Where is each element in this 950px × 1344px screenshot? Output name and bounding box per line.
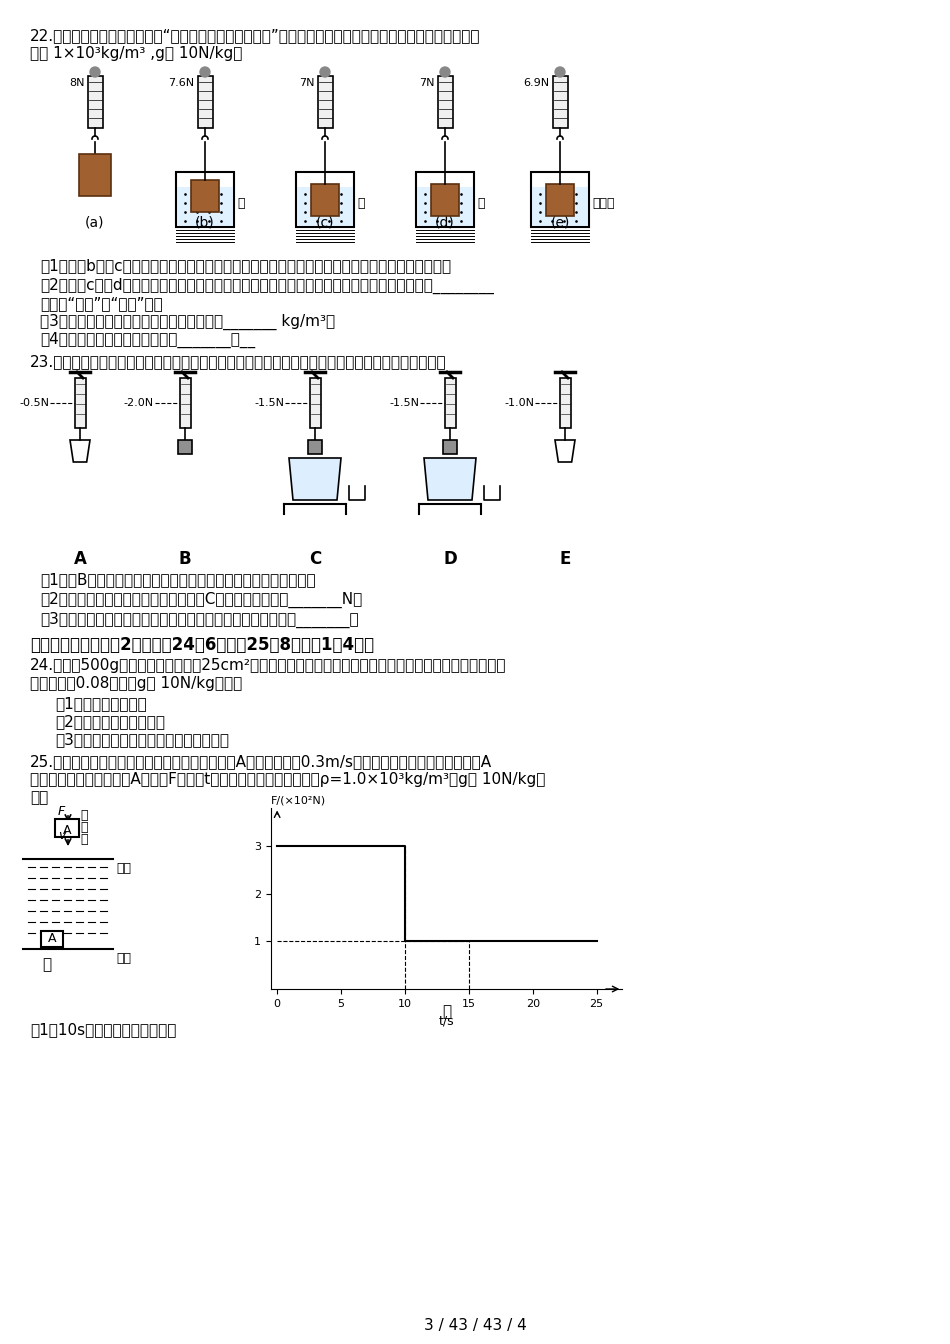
Circle shape [90, 67, 100, 77]
Text: -1.0N: -1.0N [504, 398, 534, 409]
Bar [180, 378, 191, 427]
Text: -0.5N: -0.5N [19, 398, 49, 409]
Text: -1.5N: -1.5N [254, 398, 284, 409]
Text: （3）该同学做完实验总结出浮力跟它排开液体所受重力的关系_______。: （3）该同学做完实验总结出浮力跟它排开液体所受重力的关系_______。 [40, 612, 359, 628]
Text: F/(×10²N): F/(×10²N) [271, 796, 326, 805]
Text: 7.6N: 7.6N [168, 78, 195, 87]
Text: 甲: 甲 [43, 957, 51, 972]
Bar [177, 187, 233, 226]
Text: v: v [58, 829, 66, 841]
Bar [532, 187, 588, 226]
Text: 22.某同学按如下图的步骤进行“探究影响浮力大小的因素”的实验，每次弹簧测力计的示数如下图。〔水的密: 22.某同学按如下图的步骤进行“探究影响浮力大小的因素”的实验，每次弹簧测力计的… [30, 28, 481, 43]
Bar [560, 378, 571, 427]
Text: (a): (a) [86, 216, 104, 230]
Text: 四、综合题〔该题共2小题，第24頄6分，第25頄8分，共1刓4分〕: 四、综合题〔该题共2小题，第24頄6分，第25頄8分，共1刓4分〕 [30, 636, 374, 655]
Text: 下降到水底之前锂缆绳对A的拉力F随时间t变化的图象〔取水的密度为ρ=1.0×10³kg/m³，g取 10N/kg〕: 下降到水底之前锂缆绳对A的拉力F随时间t变化的图象〔取水的密度为ρ=1.0×10… [30, 771, 545, 788]
Text: 乙: 乙 [442, 1004, 451, 1019]
Bar [438, 77, 452, 128]
Text: (d): (d) [435, 216, 455, 230]
Circle shape [320, 67, 330, 77]
Bar [553, 77, 567, 128]
Text: （1）10s内长方体下降的高度。: （1）10s内长方体下降的高度。 [30, 1021, 177, 1038]
Text: 8N: 8N [69, 78, 85, 87]
Text: 锂: 锂 [80, 809, 87, 823]
Text: C: C [309, 550, 321, 569]
Text: 浓盐水: 浓盐水 [592, 198, 615, 210]
Bar [531, 172, 589, 227]
Text: D: D [443, 550, 457, 569]
Bar [297, 187, 353, 226]
Bar [87, 77, 103, 128]
Text: (e): (e) [550, 216, 570, 230]
Text: 23.如图，为了探究洸在液体中的物体所受的浮力跟它排开液体所受重力的关系，某同学进行了实验：: 23.如图，为了探究洸在液体中的物体所受的浮力跟它排开液体所受重力的关系，某同学… [30, 353, 446, 370]
Bar [55, 818, 79, 837]
Text: （2）将石块浸入装满水的溢水杯中如图C，石块所受浮力是_______N。: （2）将石块浸入装满水的溢水杯中如图C，石块所受浮力是_______N。 [40, 591, 362, 609]
Bar [79, 155, 111, 196]
Text: 25.图甲是修建造码头时用刚缆绳拉着实心长方体A沿竖直方向以0.3m/s的速度匀速下降的情景。图乙是A: 25.图甲是修建造码头时用刚缆绳拉着实心长方体A沿竖直方向以0.3m/s的速度匀… [30, 754, 492, 769]
Text: (c): (c) [315, 216, 334, 230]
Bar [546, 184, 574, 216]
Bar [191, 180, 219, 212]
Bar [443, 439, 457, 454]
Text: 绳: 绳 [80, 833, 87, 845]
Text: 江底: 江底 [116, 952, 131, 965]
Text: A: A [73, 550, 86, 569]
Circle shape [555, 67, 565, 77]
Text: （2）弹簧测力计的示数。: （2）弹簧测力计的示数。 [55, 714, 165, 728]
Text: 3 / 43 / 43 / 4: 3 / 43 / 43 / 4 [424, 1318, 526, 1333]
Text: A: A [63, 824, 71, 836]
Text: A: A [48, 933, 56, 945]
Text: 24.质量为500g的正方体，底面积为25cm²，用弹簧测力计在水平面沿直线匀速拉动正方体所受的滑动摩擦: 24.质量为500g的正方体，底面积为25cm²，用弹簧测力计在水平面沿直线匀速… [30, 659, 506, 673]
Text: 6.9N: 6.9N [523, 78, 549, 87]
Text: 求：: 求： [30, 790, 48, 805]
Text: -2.0N: -2.0N [124, 398, 154, 409]
Polygon shape [424, 458, 476, 500]
Bar [178, 439, 192, 454]
Text: （3）通过以上实验数据计算浓盐水的密度是_______ kg/m³。: （3）通过以上实验数据计算浓盐水的密度是_______ kg/m³。 [40, 314, 335, 331]
Text: 江面: 江面 [116, 862, 131, 875]
Text: (b): (b) [195, 216, 215, 230]
Text: （3）静止放在水平面上时对地面的压强。: （3）静止放在水平面上时对地面的压强。 [55, 732, 229, 747]
Text: （4）该实验用到的主要实验方法_______。__: （4）该实验用到的主要实验方法_______。__ [40, 332, 256, 348]
Text: F: F [58, 805, 66, 818]
Text: （1）图B中用细线将石块挂在弹簧测力计下，测出它的重力大小。: （1）图B中用细线将石块挂在弹簧测力计下，测出它的重力大小。 [40, 573, 315, 587]
Bar [41, 931, 63, 948]
Bar [310, 378, 320, 427]
Bar [311, 184, 339, 216]
Text: E: E [560, 550, 571, 569]
Bar [198, 77, 213, 128]
Text: （2）由（c）（d）实验步骤得到的数据可以得出，洸没在液体中的物体所受的浮力大小与深度________: （2）由（c）（d）实验步骤得到的数据可以得出，洸没在液体中的物体所受的浮力大小… [40, 278, 494, 294]
Text: （1）由（b）（c）实验步骤得到的数据可以得出物体所受浮力的大小与物体排开液体的体积有关。: （1）由（b）（c）实验步骤得到的数据可以得出物体所受浮力的大小与物体排开液体的… [40, 258, 451, 273]
Bar [74, 378, 85, 427]
Text: 7N: 7N [419, 78, 434, 87]
Text: 水: 水 [357, 198, 365, 210]
Bar [176, 172, 234, 227]
Text: 度取 1×10³kg/m³ ,g取 10N/kg〕: 度取 1×10³kg/m³ ,g取 10N/kg〕 [30, 46, 242, 60]
Text: B: B [179, 550, 191, 569]
Circle shape [440, 67, 450, 77]
Text: 水: 水 [477, 198, 484, 210]
Text: 水: 水 [237, 198, 244, 210]
Text: （选填“有关”或“无关”）。: （选填“有关”或“无关”）。 [40, 296, 162, 310]
X-axis label: t/s: t/s [439, 1015, 454, 1027]
Bar [317, 77, 332, 128]
Bar [416, 172, 474, 227]
Polygon shape [289, 458, 341, 500]
Text: （1）物体所受重力。: （1）物体所受重力。 [55, 696, 146, 711]
Text: 7N: 7N [299, 78, 314, 87]
Circle shape [200, 67, 210, 77]
Text: -1.5N: -1.5N [389, 398, 419, 409]
Bar [308, 439, 322, 454]
Bar [431, 184, 459, 216]
Bar [417, 187, 473, 226]
Text: 力为重力的0.08倍，〔g取 10N/kg〕求：: 力为重力的0.08倍，〔g取 10N/kg〕求： [30, 676, 242, 691]
Bar [296, 172, 354, 227]
Text: 缆: 缆 [80, 821, 87, 835]
Bar [445, 378, 455, 427]
